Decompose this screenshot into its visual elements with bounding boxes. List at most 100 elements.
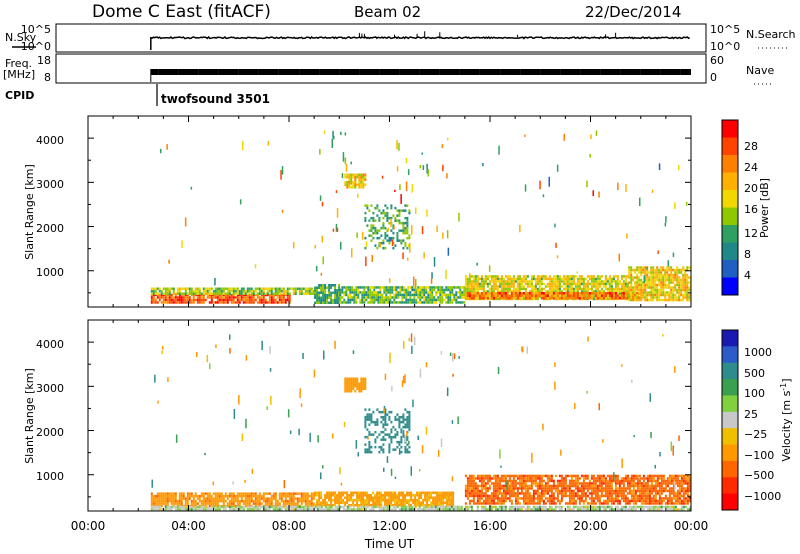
power-cell-0	[170, 296, 173, 299]
velocity-cell-2	[570, 474, 573, 478]
velocity-cell-1	[422, 499, 425, 502]
velocity-cell-3	[368, 450, 371, 454]
power-cell-6	[664, 268, 667, 272]
velocity-cell-2	[608, 497, 611, 500]
power-cell-3	[457, 296, 460, 299]
power-cell-3	[349, 291, 352, 294]
power-cell-4	[596, 285, 599, 288]
power-cell-4	[598, 280, 601, 283]
power-cell-4	[614, 287, 617, 291]
power-cell-7	[406, 204, 409, 207]
power-cell-0	[270, 296, 273, 299]
velocity-cell-2	[542, 499, 545, 503]
velocity-cell-2	[486, 487, 489, 490]
velocity-cell-2	[560, 499, 563, 503]
velocity-cell-1	[404, 499, 407, 502]
power-cell-0	[252, 298, 255, 302]
power-cell-2	[330, 301, 333, 304]
velocity-cell-0	[150, 497, 153, 500]
velocity-cell-2	[656, 482, 659, 485]
velocity-cell-2	[642, 487, 645, 490]
power-cell-5	[608, 294, 611, 297]
power-cell-8	[346, 186, 349, 189]
power-scatter	[335, 223, 338, 232]
power-cell-4	[550, 287, 553, 291]
velocity-cell-1	[408, 501, 411, 504]
power-cell-4	[602, 280, 605, 283]
velocity-cell-0	[200, 492, 203, 495]
power-cell-1	[260, 287, 263, 290]
power-cell-0	[236, 301, 239, 304]
power-cell-6	[638, 296, 641, 299]
power-cell-6	[652, 271, 655, 274]
velocity-cell-2	[524, 492, 527, 495]
velocity-cell-1	[452, 501, 455, 504]
power-cell-0	[158, 293, 161, 297]
velocity-cell-2	[474, 494, 477, 498]
velocity-cell-0	[250, 494, 253, 498]
power-cell-4	[500, 277, 503, 281]
power-cell-4	[486, 275, 489, 278]
power-cell-4	[566, 277, 569, 281]
power-cell-4	[498, 285, 501, 288]
power-cell-4	[604, 287, 607, 291]
velocity-cell-0	[190, 494, 193, 498]
power-scatter	[239, 199, 242, 205]
velocity-cell-2	[630, 479, 633, 483]
power-cell-1	[218, 287, 221, 290]
velocity-cell-1	[436, 504, 439, 507]
velocity-cell-0	[296, 502, 299, 505]
power-cell-2	[314, 301, 317, 304]
power-cell-6	[680, 278, 683, 282]
velocity-cell-1	[362, 504, 365, 507]
velocity-cell-5	[152, 508, 155, 511]
power-cell-1	[194, 290, 197, 293]
power-cell-7	[386, 219, 389, 222]
power-cell-0	[262, 301, 265, 304]
power-cell-2	[332, 284, 335, 287]
power-cell-4	[550, 282, 553, 286]
power-cell-5	[598, 297, 601, 300]
power-scatter	[315, 265, 318, 272]
power-cell-3	[367, 288, 370, 292]
power-cell-3	[351, 296, 354, 299]
power-cell-0	[212, 301, 215, 304]
velocity-cell-2	[528, 484, 531, 488]
velocity-cell-1	[352, 504, 355, 507]
power-cell-6	[654, 291, 657, 294]
velocity-cell-2	[570, 494, 573, 498]
power-cell-8	[352, 186, 355, 189]
power-cell-6	[634, 286, 637, 289]
power-cell-0	[150, 301, 153, 304]
power-cell-3	[355, 286, 358, 289]
velocity-cell-2	[578, 482, 581, 485]
velocity-cell-2	[572, 479, 575, 483]
velocity-cell-2	[556, 497, 559, 500]
power-scatter	[436, 225, 438, 233]
power-cell-6	[664, 276, 667, 279]
power-cell-4	[550, 277, 553, 281]
velocity-cell-2	[488, 502, 491, 505]
velocity-cell-2	[592, 477, 595, 480]
power-cell-3	[459, 286, 462, 289]
velocity-cell-2	[614, 494, 617, 498]
power-cell-4	[572, 277, 575, 281]
velocity-cell-3	[380, 445, 383, 449]
power-scatter	[293, 242, 295, 249]
power-cell-1	[164, 292, 167, 295]
velocity-cell-1	[402, 499, 405, 502]
power-cell-6	[654, 268, 657, 272]
velocity-cell-2	[658, 492, 661, 495]
velocity-cell-1	[318, 504, 321, 507]
power-cell-8	[350, 173, 353, 176]
velocity-cell-2	[638, 492, 641, 495]
velocity-cell-2	[538, 482, 541, 485]
power-cell-0	[224, 296, 227, 299]
velocity-cell-0	[282, 492, 285, 495]
velocity-cell-1	[364, 501, 367, 504]
velocity-cell-2	[550, 489, 553, 493]
velocity-cell-2	[632, 482, 635, 485]
power-cell-4	[530, 277, 533, 281]
power-scatter	[399, 184, 401, 190]
power-cell-4	[580, 290, 583, 293]
